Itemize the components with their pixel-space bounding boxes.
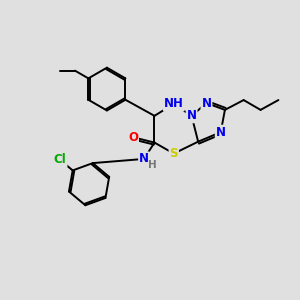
Text: O: O: [128, 131, 138, 144]
Text: H: H: [148, 160, 157, 170]
Text: N: N: [187, 109, 196, 122]
Text: NH: NH: [164, 98, 184, 110]
Text: S: S: [169, 147, 178, 160]
Text: N: N: [202, 97, 212, 110]
Text: Cl: Cl: [54, 153, 67, 167]
Text: N: N: [139, 152, 149, 165]
Text: N: N: [216, 126, 226, 139]
